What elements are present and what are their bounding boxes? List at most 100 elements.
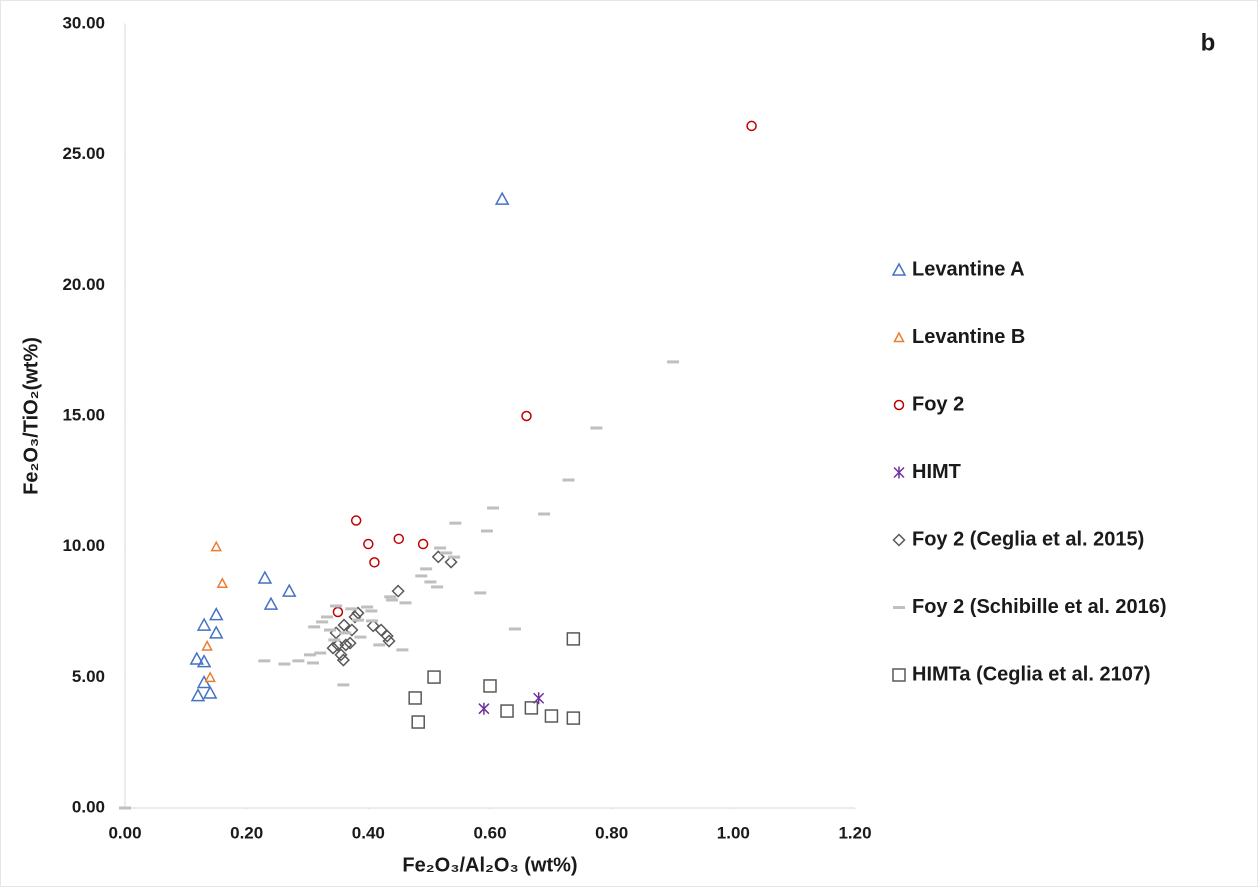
x-axis-title: Fe₂O₃/Al₂O₃ (wt%) bbox=[402, 854, 577, 876]
marker-square bbox=[500, 704, 514, 718]
marker-circle bbox=[350, 515, 362, 526]
marker-square bbox=[483, 679, 497, 693]
x-tick-label: 0.60 bbox=[473, 823, 506, 842]
marker-dash bbox=[306, 661, 319, 665]
marker-dash bbox=[415, 574, 428, 578]
marker-triangle bbox=[210, 540, 222, 552]
marker-dash bbox=[314, 651, 327, 655]
marker-triangle bbox=[208, 625, 224, 639]
marker-dash bbox=[119, 806, 131, 810]
marker-triangle bbox=[208, 607, 224, 621]
marker-square bbox=[544, 709, 559, 723]
marker-triangle bbox=[216, 577, 229, 589]
marker-triangle bbox=[263, 596, 279, 610]
x-tick-label: 0.80 bbox=[595, 823, 628, 842]
marker-circle bbox=[746, 120, 757, 132]
y-tick-label: 15.00 bbox=[62, 405, 105, 424]
marker-dash bbox=[328, 638, 341, 642]
y-tick-label: 20.00 bbox=[62, 275, 105, 294]
marker-dash bbox=[431, 585, 444, 589]
marker-square bbox=[408, 691, 422, 705]
marker-dash bbox=[386, 598, 399, 602]
marker-dash bbox=[324, 628, 337, 632]
legend-label: Foy 2 (Schibille et al. 2016) bbox=[912, 596, 1167, 618]
marker-dash bbox=[590, 426, 603, 430]
marker-diamond bbox=[326, 641, 340, 655]
marker-diamond bbox=[331, 638, 345, 652]
marker-diamond bbox=[343, 636, 357, 650]
y-tick-label: 30.00 bbox=[62, 13, 105, 32]
marker-dash bbox=[354, 635, 367, 639]
marker-dash bbox=[448, 555, 461, 559]
marker-diamond bbox=[337, 618, 351, 632]
marker-asterisk bbox=[478, 702, 490, 715]
marker-circle bbox=[521, 410, 532, 422]
marker-dash bbox=[474, 591, 487, 595]
marker-triangle bbox=[893, 331, 905, 343]
x-tick-label: 0.40 bbox=[352, 823, 385, 842]
marker-circle bbox=[417, 538, 429, 550]
marker-dash bbox=[487, 506, 500, 510]
marker-triangle bbox=[189, 651, 205, 665]
legend-label: HIMTa (Ceglia et al. 2107) bbox=[912, 663, 1151, 685]
marker-triangle bbox=[494, 191, 510, 205]
marker-diamond bbox=[334, 648, 348, 662]
legend-label: HIMT bbox=[912, 461, 961, 483]
marker-triangle bbox=[891, 262, 907, 276]
marker-circle bbox=[332, 606, 344, 618]
marker-triangle bbox=[204, 671, 216, 683]
marker-diamond bbox=[366, 619, 380, 633]
marker-diamond bbox=[380, 629, 394, 643]
marker-dash bbox=[258, 659, 271, 663]
x-tick-label: 0.20 bbox=[230, 823, 263, 842]
marker-dash bbox=[562, 478, 575, 482]
marker-square bbox=[411, 715, 425, 729]
marker-square bbox=[427, 670, 441, 684]
marker-dash bbox=[361, 605, 374, 609]
marker-dash bbox=[308, 625, 321, 629]
marker-dash bbox=[339, 631, 352, 635]
marker-dash bbox=[278, 662, 291, 666]
marker-triangle bbox=[196, 617, 212, 631]
marker-triangle bbox=[201, 639, 213, 651]
marker-dash bbox=[480, 529, 493, 533]
marker-triangle bbox=[257, 570, 273, 584]
marker-dash bbox=[434, 546, 447, 550]
x-tick-label: 1.00 bbox=[717, 823, 750, 842]
marker-diamond bbox=[892, 533, 906, 547]
marker-dash bbox=[538, 512, 551, 516]
legend-label: Levantine A bbox=[912, 258, 1025, 280]
marker-dash bbox=[399, 601, 412, 605]
marker-dash bbox=[316, 620, 329, 624]
marker-diamond bbox=[382, 634, 396, 648]
marker-dash bbox=[320, 615, 333, 619]
marker-dash bbox=[373, 643, 386, 647]
marker-dash bbox=[424, 580, 437, 584]
marker-dash bbox=[440, 551, 453, 555]
marker-square bbox=[566, 632, 581, 646]
y-tick-label: 10.00 bbox=[62, 536, 105, 555]
marker-triangle bbox=[196, 654, 212, 668]
marker-dash bbox=[667, 360, 680, 364]
marker-square bbox=[892, 668, 906, 682]
marker-square bbox=[524, 701, 539, 715]
marker-dash bbox=[365, 619, 378, 623]
marker-dash bbox=[420, 567, 433, 571]
marker-circle bbox=[363, 538, 374, 550]
y-tick-label: 0.00 bbox=[72, 797, 105, 816]
marker-dash bbox=[384, 595, 397, 599]
y-tick-label: 5.00 bbox=[72, 667, 105, 686]
marker-dash bbox=[303, 653, 316, 657]
marker-circle bbox=[893, 399, 905, 411]
marker-triangle bbox=[202, 685, 218, 699]
legend-label: Foy 2 (Ceglia et al. 2015) bbox=[912, 528, 1144, 550]
marker-dash bbox=[351, 618, 364, 622]
x-tick-label: 1.20 bbox=[838, 823, 871, 842]
marker-dash bbox=[337, 683, 350, 687]
marker-triangle bbox=[190, 688, 206, 702]
legend-label: Foy 2 bbox=[912, 393, 964, 415]
marker-asterisk bbox=[893, 466, 905, 479]
marker-circle bbox=[369, 557, 380, 568]
